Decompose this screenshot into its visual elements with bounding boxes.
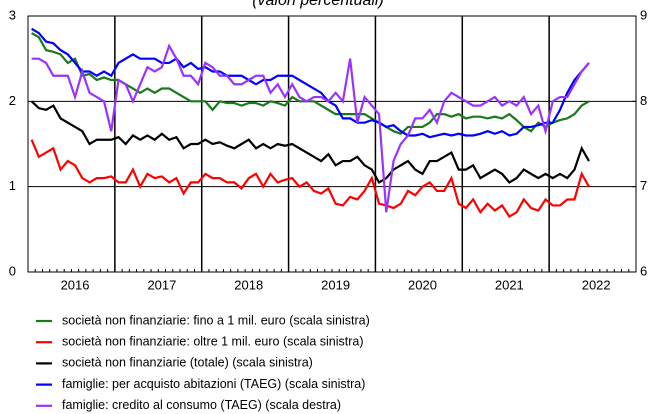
- legend-label: famiglie: credito al consumo (TAEG) (sca…: [62, 398, 341, 412]
- x-tick-label: 2021: [495, 277, 524, 292]
- y2-tick-label: 7: [640, 178, 647, 193]
- legend-label: famiglie: per acquisto abitazioni (TAEG)…: [62, 377, 365, 391]
- x-tick-label: 2019: [321, 277, 350, 292]
- series-line: [30, 100, 590, 184]
- x-tick-label: 2018: [234, 277, 263, 292]
- y2-tick-label: 8: [640, 93, 647, 108]
- x-tick-label: 2017: [147, 277, 176, 292]
- y-tick-label: 1: [9, 178, 16, 193]
- y2-tick-label: 9: [640, 7, 647, 22]
- y-tick-label: 3: [9, 7, 16, 22]
- series-line: [31, 43, 590, 213]
- y-tick-label: 2: [9, 93, 16, 108]
- legend-label: società non finanziarie: oltre 1 mil. eu…: [62, 334, 364, 348]
- y-tick-label: 0: [9, 263, 16, 278]
- y2-tick-label: 6: [640, 263, 647, 278]
- x-tick-label: 2020: [408, 277, 437, 292]
- x-tick-label: 2016: [61, 277, 90, 292]
- series-line: [31, 27, 590, 139]
- legend-label: società non finanziarie: fino a 1 mil. e…: [62, 313, 370, 327]
- plot-frame: [27, 15, 637, 273]
- x-tick-label: 2022: [582, 277, 611, 292]
- series-line: [30, 139, 590, 219]
- chart-title: (valori percentuali): [252, 0, 384, 9]
- legend-label: società non finanziarie (totale) (scala …: [62, 356, 313, 370]
